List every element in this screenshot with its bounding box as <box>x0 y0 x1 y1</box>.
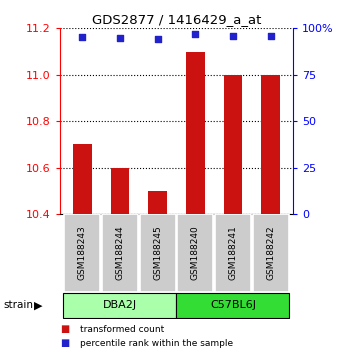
Bar <box>224 75 242 214</box>
Bar <box>177 292 290 318</box>
Bar <box>63 292 177 318</box>
Title: GDS2877 / 1416429_a_at: GDS2877 / 1416429_a_at <box>92 13 261 26</box>
Text: ▶: ▶ <box>34 300 43 310</box>
Bar <box>215 214 251 292</box>
Bar <box>177 214 213 292</box>
Bar <box>148 191 167 214</box>
Point <box>155 36 160 41</box>
Text: GSM188244: GSM188244 <box>116 226 124 280</box>
Text: ■: ■ <box>60 338 69 348</box>
Bar <box>102 214 138 292</box>
Text: GSM188245: GSM188245 <box>153 226 162 280</box>
Text: GSM188242: GSM188242 <box>266 226 275 280</box>
Point <box>268 33 273 39</box>
Text: C57BL6J: C57BL6J <box>210 300 256 310</box>
Text: percentile rank within the sample: percentile rank within the sample <box>80 339 233 348</box>
Text: ■: ■ <box>60 324 69 334</box>
Bar <box>186 52 205 214</box>
Bar <box>64 214 100 292</box>
Point <box>193 31 198 37</box>
Bar <box>73 144 92 214</box>
Bar <box>261 75 280 214</box>
Bar <box>140 214 176 292</box>
Text: transformed count: transformed count <box>80 325 164 334</box>
Text: GSM188241: GSM188241 <box>228 226 237 280</box>
Point <box>79 34 85 40</box>
Point <box>117 35 123 40</box>
Text: strain: strain <box>3 300 33 310</box>
Text: DBA2J: DBA2J <box>103 300 137 310</box>
Bar <box>253 214 288 292</box>
Point <box>230 33 236 39</box>
Bar <box>110 168 129 214</box>
Text: GSM188243: GSM188243 <box>78 226 87 280</box>
Text: GSM188240: GSM188240 <box>191 226 200 280</box>
